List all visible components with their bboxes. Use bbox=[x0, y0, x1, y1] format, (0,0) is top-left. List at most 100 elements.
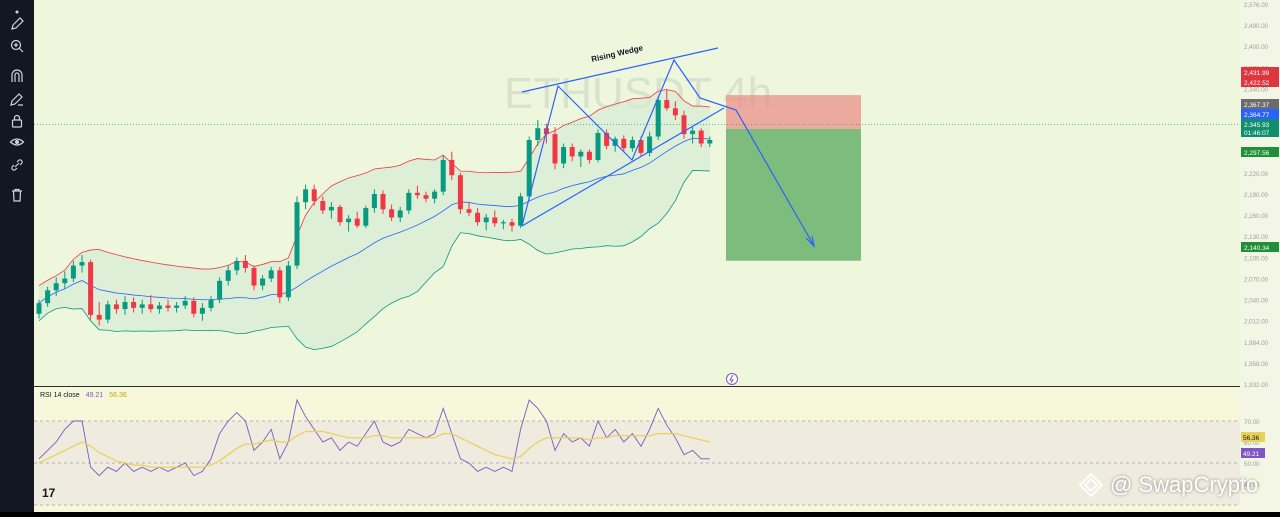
lower-band bbox=[38, 170, 710, 351]
candle bbox=[483, 213, 489, 231]
candle-body bbox=[285, 265, 291, 298]
candle-body bbox=[466, 209, 472, 213]
eye-icon[interactable] bbox=[5, 130, 29, 154]
price-tick: 2,220.00 bbox=[1244, 171, 1269, 178]
candle bbox=[199, 303, 205, 321]
candle-body bbox=[406, 192, 412, 211]
price-tick: 2,160.00 bbox=[1244, 213, 1269, 220]
candle bbox=[294, 196, 300, 270]
candle-body bbox=[449, 159, 455, 176]
chart-area[interactable]: ETHUSDT 4h Rising Wedge bbox=[34, 0, 1240, 512]
candle-body bbox=[208, 299, 214, 308]
candle-body bbox=[182, 300, 188, 306]
candle bbox=[664, 89, 670, 111]
candle bbox=[53, 277, 59, 297]
candle-body bbox=[346, 218, 352, 223]
magnet-icon[interactable] bbox=[5, 64, 29, 88]
chart-canvas[interactable]: ETHUSDT 4h Rising Wedge bbox=[34, 0, 1240, 512]
wedge-lower-line bbox=[521, 107, 725, 227]
price-label: 2,422.52 bbox=[1241, 77, 1279, 87]
alert-icon[interactable] bbox=[726, 373, 738, 385]
candle-body bbox=[199, 307, 205, 314]
position-zones[interactable] bbox=[726, 95, 861, 261]
candle bbox=[131, 297, 137, 313]
candle-body bbox=[242, 260, 248, 268]
candle-body bbox=[500, 222, 506, 224]
candle bbox=[681, 110, 687, 139]
candle bbox=[70, 260, 76, 283]
candle-body bbox=[698, 130, 704, 144]
candle-body bbox=[586, 151, 592, 160]
candle-body bbox=[277, 270, 283, 298]
price-tick: 1,984.00 bbox=[1244, 340, 1269, 347]
candle-body bbox=[371, 194, 377, 209]
candle bbox=[260, 275, 266, 291]
candle-body bbox=[672, 108, 678, 116]
candle-body bbox=[268, 270, 274, 279]
candle bbox=[647, 131, 653, 157]
tradingview-logo[interactable]: 17 bbox=[42, 486, 56, 500]
price-label: 2,297.56 bbox=[1241, 147, 1279, 157]
candle-body bbox=[88, 262, 94, 315]
candle bbox=[492, 210, 498, 227]
link-icon[interactable] bbox=[5, 153, 29, 177]
price-label: 2,345.93 bbox=[1241, 119, 1279, 129]
menu-icon[interactable] bbox=[5, 4, 29, 28]
rsi-value-text: 56.36 bbox=[1243, 435, 1260, 442]
candle-body bbox=[475, 212, 481, 223]
candle bbox=[148, 294, 154, 313]
candle bbox=[139, 299, 145, 314]
candle-body bbox=[174, 305, 180, 308]
swapcrypto-watermark: @ SwapCrypto bbox=[1078, 472, 1258, 498]
rsi-header[interactable]: RSI 14 close 49.21 56.36 bbox=[40, 392, 127, 399]
pencil-icon[interactable] bbox=[5, 12, 29, 36]
candle-body bbox=[578, 151, 584, 157]
candle bbox=[475, 208, 481, 226]
price-label-bg bbox=[1241, 67, 1279, 77]
candle bbox=[354, 211, 360, 229]
candle-body bbox=[122, 302, 128, 310]
candle-body bbox=[423, 195, 429, 199]
candle bbox=[234, 257, 240, 275]
candle bbox=[156, 302, 162, 314]
candle-body bbox=[191, 300, 197, 314]
price-tick: 2,040.00 bbox=[1244, 298, 1269, 305]
price-label-text: 01:46:07 bbox=[1244, 130, 1270, 137]
candle bbox=[36, 299, 42, 319]
candle bbox=[346, 215, 352, 232]
candle-body bbox=[457, 175, 463, 210]
price-axis[interactable]: 2,576.002,490.002,400.002,370.002,340.00… bbox=[1240, 0, 1280, 512]
rsi-tick: 40.00 bbox=[1244, 482, 1260, 489]
candle-body bbox=[105, 304, 111, 320]
price-label: 2,364.77 bbox=[1241, 109, 1279, 119]
price-label: 01:46:07 bbox=[1241, 127, 1279, 137]
drawing-toolbar bbox=[0, 0, 34, 512]
lock-edit-icon[interactable] bbox=[5, 87, 29, 111]
candle bbox=[191, 297, 197, 318]
price-label-text: 2,140.34 bbox=[1244, 245, 1270, 252]
candle-body bbox=[681, 115, 687, 135]
candle bbox=[500, 219, 506, 230]
candle-body bbox=[165, 305, 171, 308]
candle bbox=[526, 136, 532, 200]
candle-body bbox=[518, 196, 524, 226]
candle bbox=[518, 192, 524, 229]
rising-wedge[interactable] bbox=[521, 47, 815, 248]
candle bbox=[406, 189, 412, 214]
candle-body bbox=[389, 209, 395, 218]
lock-icon[interactable] bbox=[5, 109, 29, 133]
candle bbox=[389, 204, 395, 221]
candle bbox=[595, 129, 601, 163]
price-label-bg bbox=[1241, 99, 1279, 109]
price-label-bg bbox=[1241, 127, 1279, 137]
candle bbox=[604, 129, 610, 150]
price-label: 2,367.37 bbox=[1241, 99, 1279, 109]
candle bbox=[578, 149, 584, 167]
candle-body bbox=[337, 206, 343, 223]
trash-icon[interactable] bbox=[5, 183, 29, 207]
price-axis-canvas[interactable]: 2,576.002,490.002,400.002,370.002,340.00… bbox=[1240, 0, 1280, 512]
price-label-text: 2,364.77 bbox=[1244, 112, 1270, 119]
zoom-icon[interactable] bbox=[5, 34, 29, 58]
candle bbox=[612, 136, 618, 152]
candle-body bbox=[492, 217, 498, 224]
